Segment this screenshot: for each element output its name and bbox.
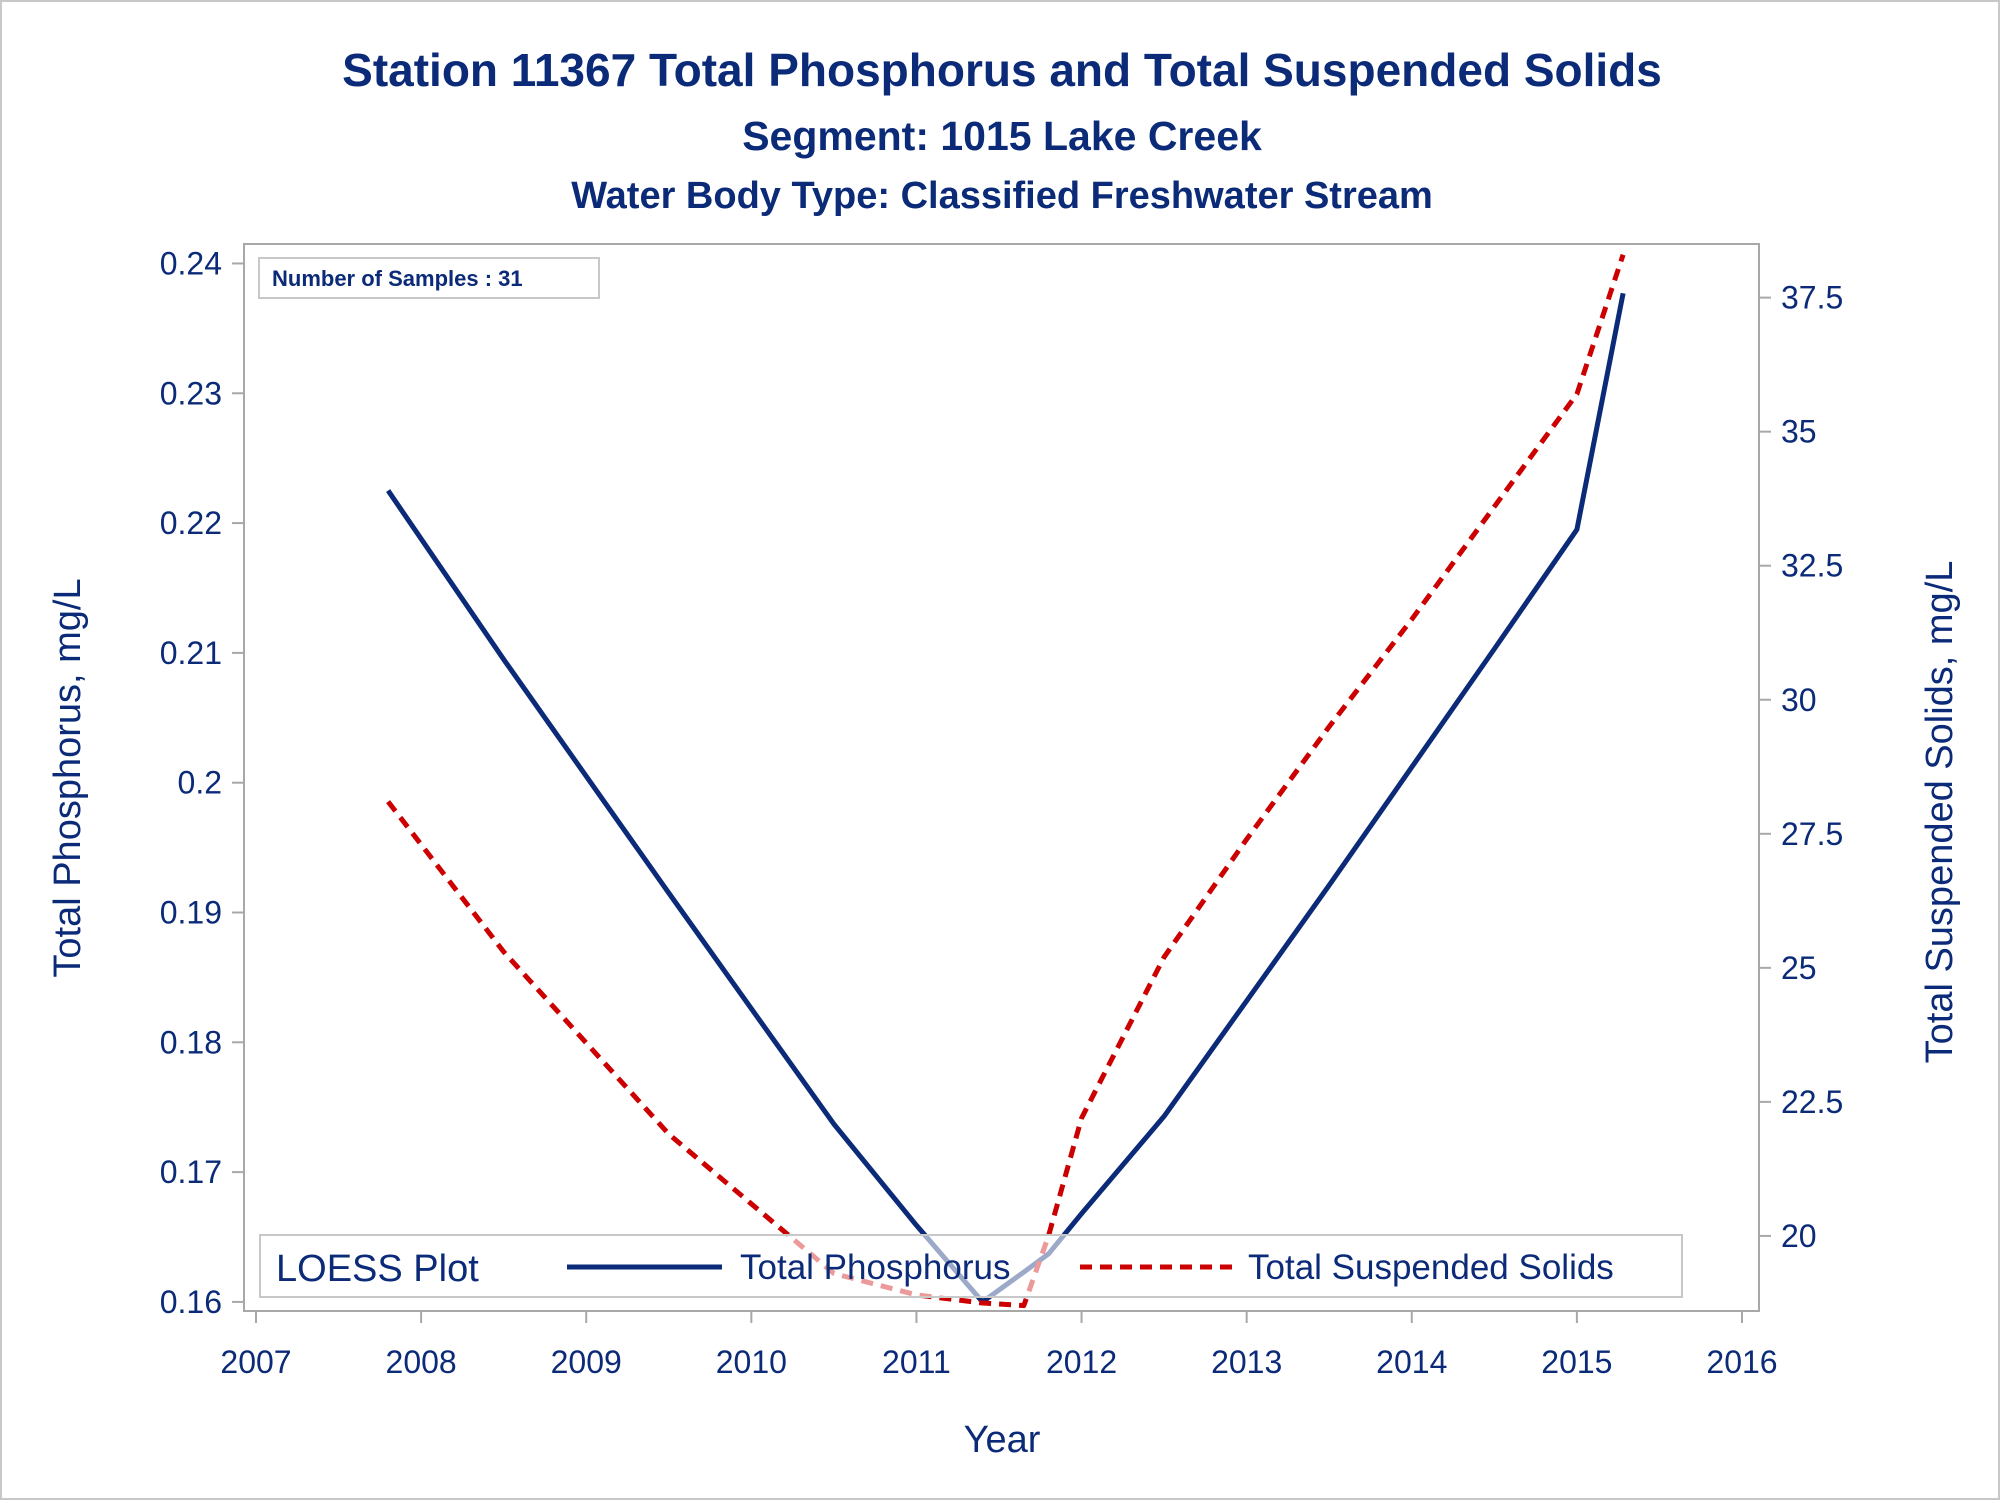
y-right-tick-label: 20 xyxy=(1781,1218,1817,1254)
x-tick-label: 2014 xyxy=(1376,1344,1447,1380)
sample-count-inset: Number of Samples : 31 xyxy=(258,257,600,299)
y-right-tick-label: 35 xyxy=(1781,414,1817,450)
legend-label-total-suspended-solids: Total Suspended Solids xyxy=(1248,1248,1614,1287)
y-left-tick-label: 0.16 xyxy=(160,1284,222,1320)
y-axis-right: 20 22.5 25 27.5 30 32.5 35 37.5 xyxy=(1759,280,1843,1254)
series-line-total-suspended-solids xyxy=(386,253,1626,1309)
legend: LOESS Plot Total Phosphorus Total Suspen… xyxy=(259,1234,1683,1298)
series-layer xyxy=(386,253,1626,1309)
y-left-tick-label: 0.18 xyxy=(160,1024,222,1060)
y-axis-left-label: Total Phosphorus, mg/L xyxy=(47,578,89,977)
y-right-tick-label: 30 xyxy=(1781,682,1817,718)
y-left-tick-label: 0.2 xyxy=(178,765,222,801)
y-left-tick-label: 0.22 xyxy=(160,505,222,541)
series-line-total-phosphorus xyxy=(386,292,1626,1305)
y-left-tick-label: 0.24 xyxy=(160,245,222,281)
x-axis: 2007 2008 2009 2010 2011 2012 2013 2014 2015 2016 xyxy=(220,1311,1778,1380)
x-tick-label: 2013 xyxy=(1211,1344,1282,1380)
sample-count-box xyxy=(258,257,600,299)
legend-box xyxy=(259,1234,1683,1298)
plot-area-frame xyxy=(243,243,1760,1312)
x-tick-label: 2007 xyxy=(220,1344,291,1380)
legend-title: LOESS Plot xyxy=(276,1248,479,1290)
y-right-tick-label: 32.5 xyxy=(1781,548,1843,584)
x-tick-label: 2012 xyxy=(1046,1344,1117,1380)
y-left-tick-label: 0.21 xyxy=(160,635,222,671)
y-axis-left: 0.16 0.17 0.18 0.19 0.2 0.21 0.22 0.23 0.24 xyxy=(160,245,244,1320)
y-right-tick-label: 22.5 xyxy=(1781,1084,1843,1120)
chart-subtitle-water-body: Water Body Type: Classified Freshwater S… xyxy=(571,175,1433,217)
y-right-tick-label: 25 xyxy=(1781,950,1817,986)
x-axis-label: Year xyxy=(964,1419,1041,1461)
y-right-tick-label: 27.5 xyxy=(1781,816,1843,852)
y-left-tick-label: 0.17 xyxy=(160,1154,222,1190)
chart-subtitle: Segment: 1015 Lake Creek xyxy=(742,113,1262,159)
y-left-tick-label: 0.23 xyxy=(160,375,222,411)
x-tick-label: 2009 xyxy=(551,1344,622,1380)
y-left-tick-label: 0.19 xyxy=(160,894,222,930)
legend-label-total-phosphorus: Total Phosphorus xyxy=(740,1248,1010,1287)
sample-count-label: Number of Samples : 31 xyxy=(272,266,523,291)
y-axis-right-label: Total Suspended Solids, mg/L xyxy=(1919,561,1961,1064)
x-tick-label: 2015 xyxy=(1541,1344,1612,1380)
x-tick-label: 2008 xyxy=(386,1344,457,1380)
chart-title: Station 11367 Total Phosphorus and Total… xyxy=(342,44,1662,96)
x-tick-label: 2010 xyxy=(716,1344,787,1380)
y-right-tick-label: 37.5 xyxy=(1781,280,1843,316)
chart-titles: Station 11367 Total Phosphorus and Total… xyxy=(342,44,1662,217)
x-tick-label: 2011 xyxy=(882,1344,951,1380)
x-tick-label: 2016 xyxy=(1706,1344,1777,1380)
